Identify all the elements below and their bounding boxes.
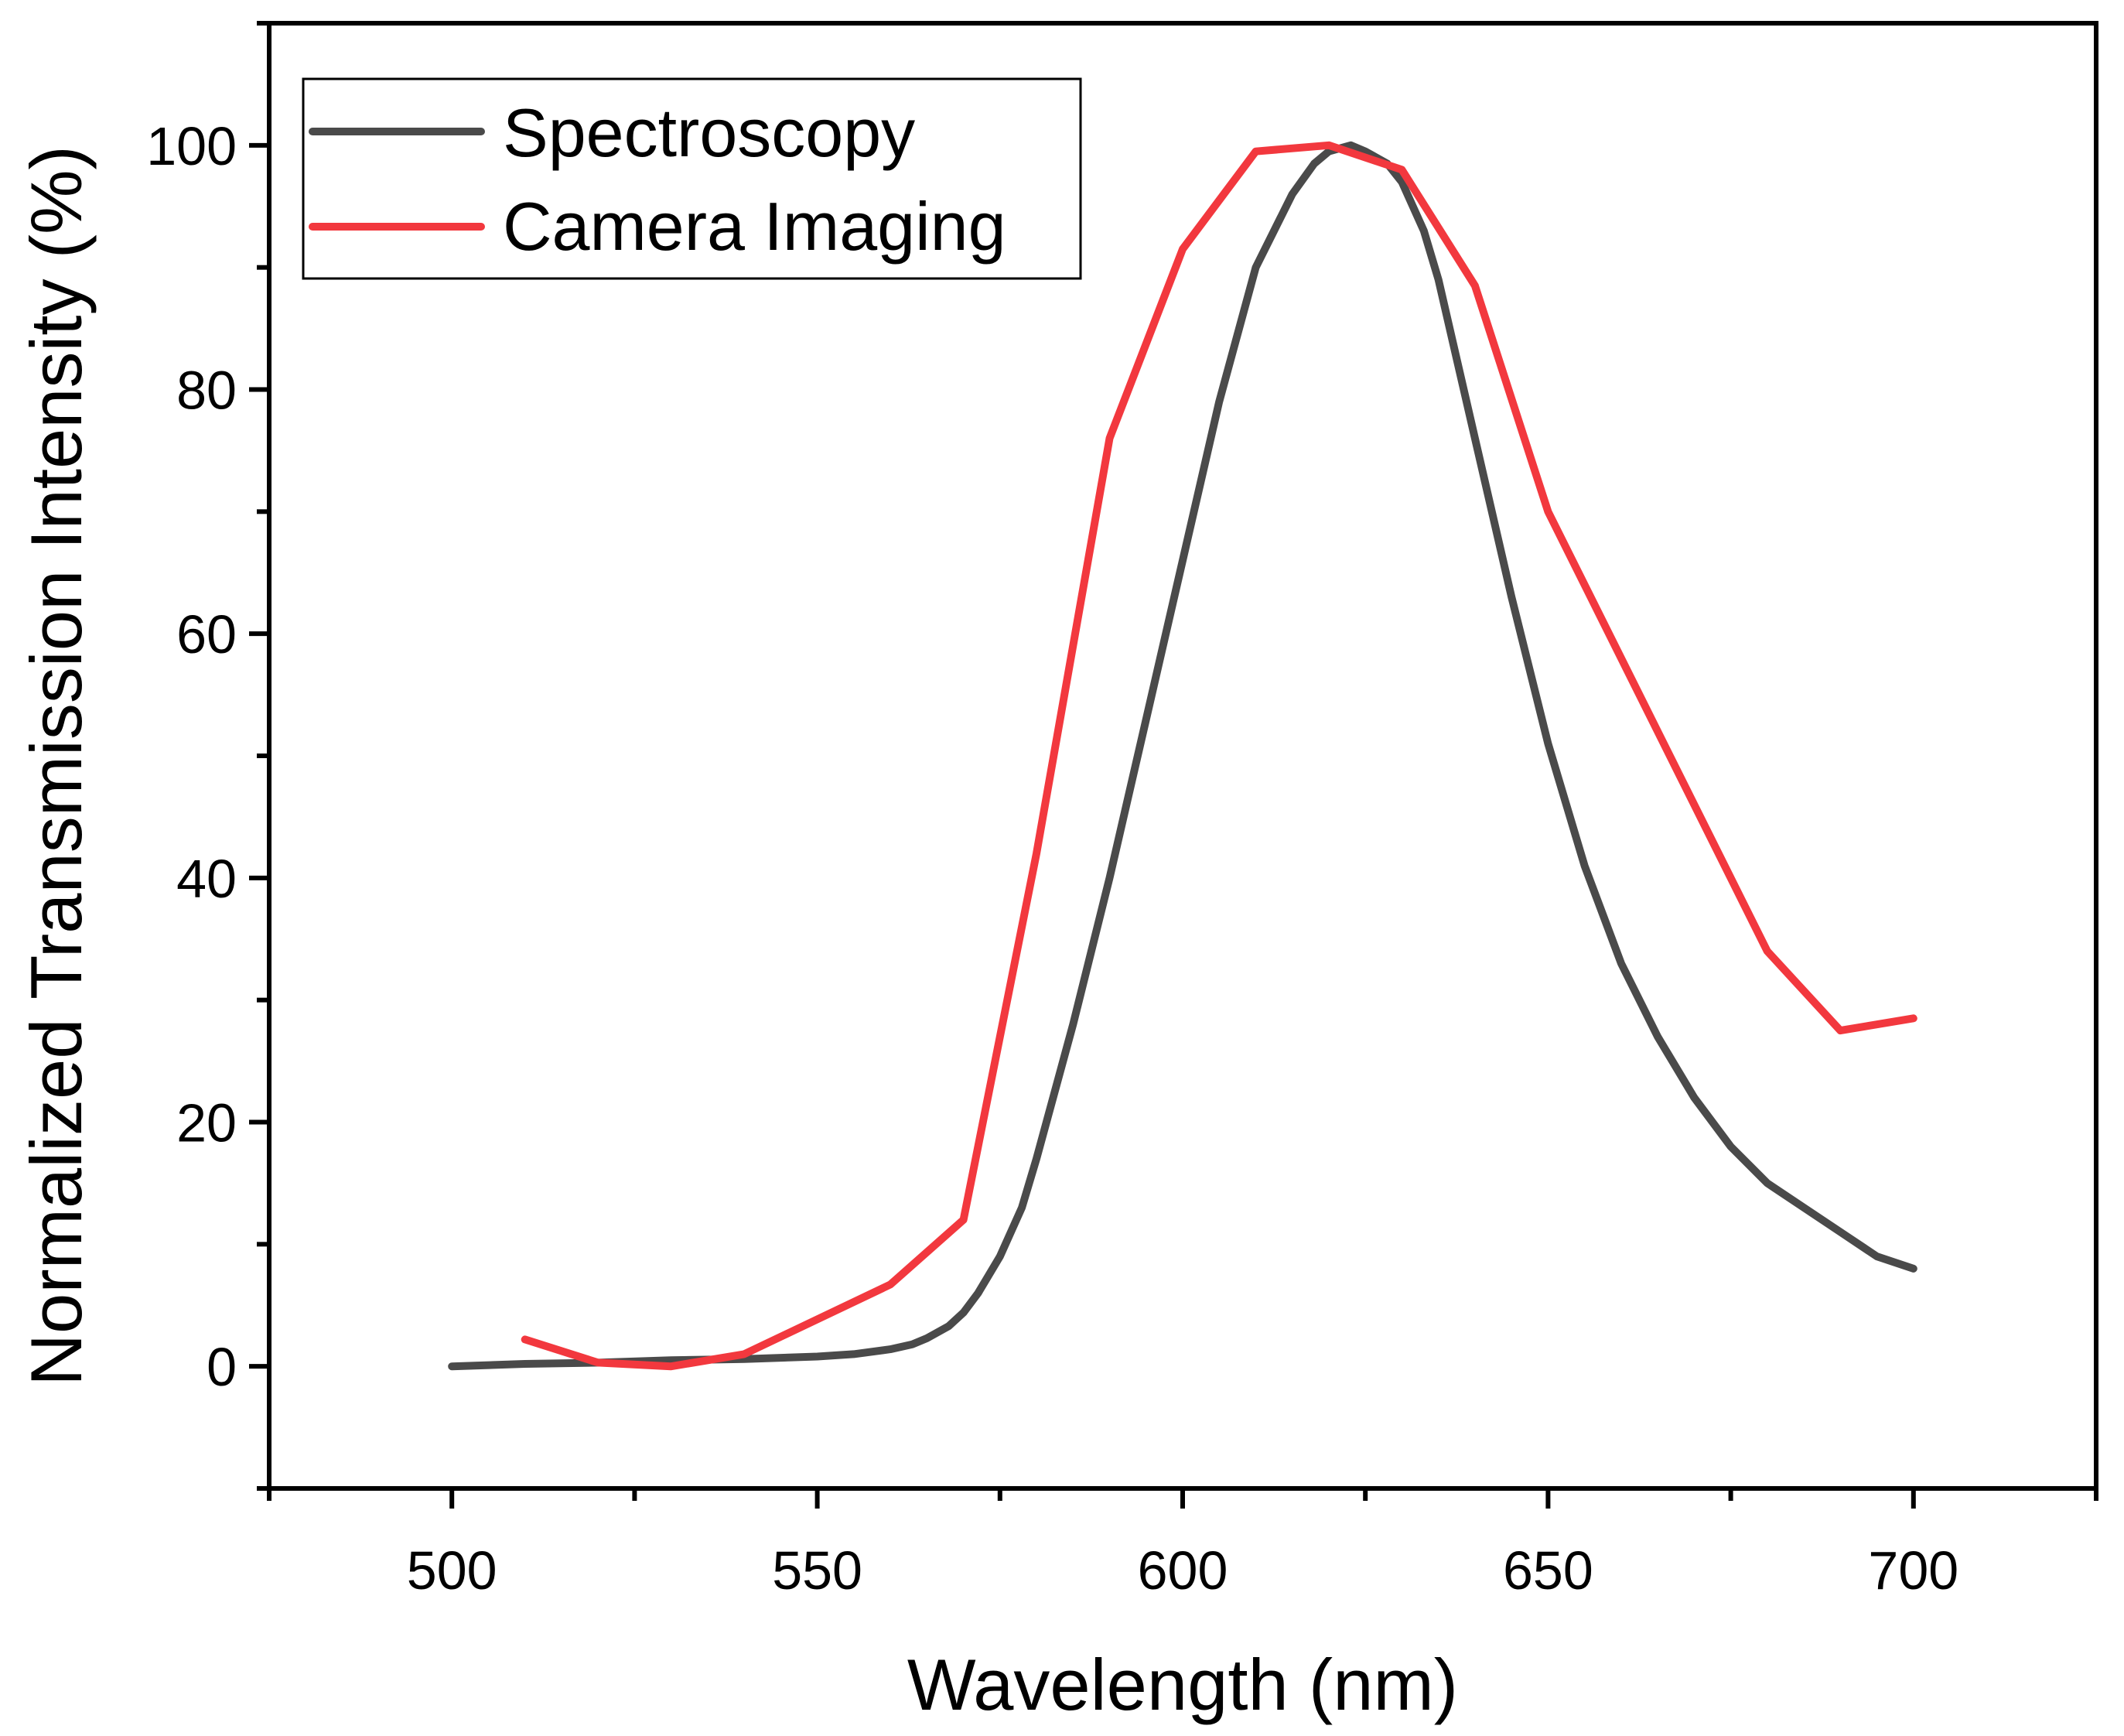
y-tick-label: 80 [176,361,237,421]
y-tick-label: 40 [176,849,237,909]
x-tick-label: 650 [1503,1540,1593,1601]
y-tick-label: 60 [176,604,237,665]
legend: Spectroscopy Camera Imaging [302,77,1082,280]
x-tick-label: 700 [1868,1540,1958,1601]
legend-label-camera-imaging: Camera Imaging [503,188,1006,265]
x-tick-label: 550 [772,1540,862,1601]
x-tick-label: 600 [1138,1540,1228,1601]
legend-label-spectroscopy: Spectroscopy [503,94,915,171]
y-tick-label: 20 [176,1093,237,1153]
y-axis-title: Normalized Transmission Intensity (%) [15,145,97,1386]
legend-box [302,77,1082,280]
x-axis-ticks: 500 550 600 650 700 [267,1488,2098,1601]
series-line-camera-imaging [521,141,1917,1371]
y-tick-label: 100 [146,116,237,176]
y-axis-ticks: 0 20 40 60 80 100 [146,21,269,1491]
y-tick-label: 0 [207,1337,237,1397]
series-line-spectroscopy [448,141,1917,1371]
x-tick-label: 500 [407,1540,497,1601]
series-layer [448,141,1917,1371]
x-axis-title: Wavelength (nm) [907,1644,1458,1725]
